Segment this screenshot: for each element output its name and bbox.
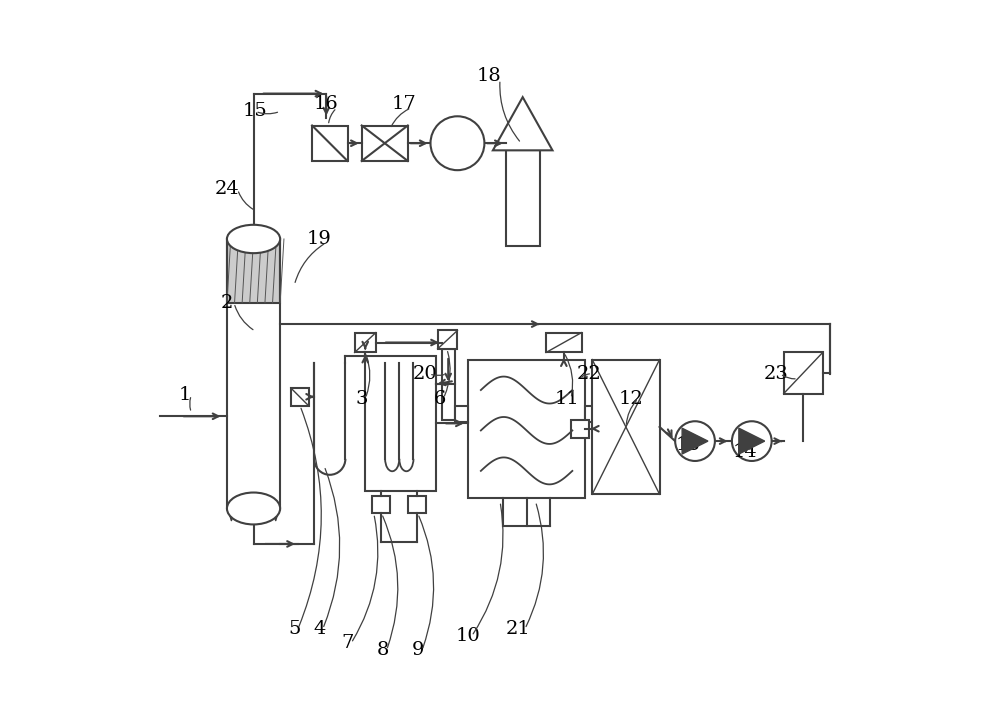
Text: 20: 20: [413, 365, 438, 383]
Circle shape: [732, 422, 772, 461]
Circle shape: [430, 116, 484, 170]
Bar: [291, 388, 309, 406]
Text: 9: 9: [412, 642, 425, 659]
Text: 17: 17: [392, 95, 417, 113]
Circle shape: [675, 422, 715, 461]
Text: 21: 21: [505, 620, 530, 638]
Bar: [592, 360, 660, 494]
Text: 1: 1: [178, 386, 191, 404]
Text: 11: 11: [555, 389, 580, 407]
Ellipse shape: [227, 225, 280, 253]
Text: 14: 14: [732, 443, 757, 461]
Polygon shape: [739, 428, 765, 454]
Bar: [312, 125, 348, 161]
Text: 19: 19: [307, 230, 332, 248]
Text: 15: 15: [243, 103, 268, 120]
Bar: [468, 360, 585, 498]
Bar: [784, 352, 823, 394]
Text: 8: 8: [377, 642, 389, 659]
Text: 22: 22: [576, 365, 601, 383]
Text: 12: 12: [619, 389, 644, 407]
Text: 3: 3: [355, 389, 368, 407]
Bar: [227, 239, 280, 303]
Text: 24: 24: [215, 180, 239, 199]
Ellipse shape: [227, 493, 280, 525]
Bar: [506, 150, 540, 246]
Bar: [438, 330, 457, 349]
Text: 4: 4: [313, 620, 325, 638]
Bar: [546, 333, 582, 352]
Bar: [571, 420, 589, 438]
Text: 5: 5: [288, 620, 301, 638]
Text: 10: 10: [456, 627, 480, 645]
Text: 16: 16: [314, 95, 339, 113]
Bar: [455, 406, 468, 422]
Text: 2: 2: [221, 294, 233, 312]
Text: 23: 23: [764, 365, 789, 383]
Bar: [362, 125, 408, 161]
Text: 6: 6: [434, 389, 446, 407]
Bar: [355, 333, 376, 352]
Bar: [585, 406, 598, 422]
Text: 18: 18: [477, 67, 502, 85]
Polygon shape: [493, 97, 552, 150]
Bar: [408, 496, 426, 513]
Bar: [442, 349, 455, 420]
Bar: [365, 356, 436, 491]
Polygon shape: [682, 428, 708, 454]
Text: 13: 13: [676, 436, 700, 454]
Text: 7: 7: [341, 634, 354, 652]
Bar: [372, 496, 390, 513]
